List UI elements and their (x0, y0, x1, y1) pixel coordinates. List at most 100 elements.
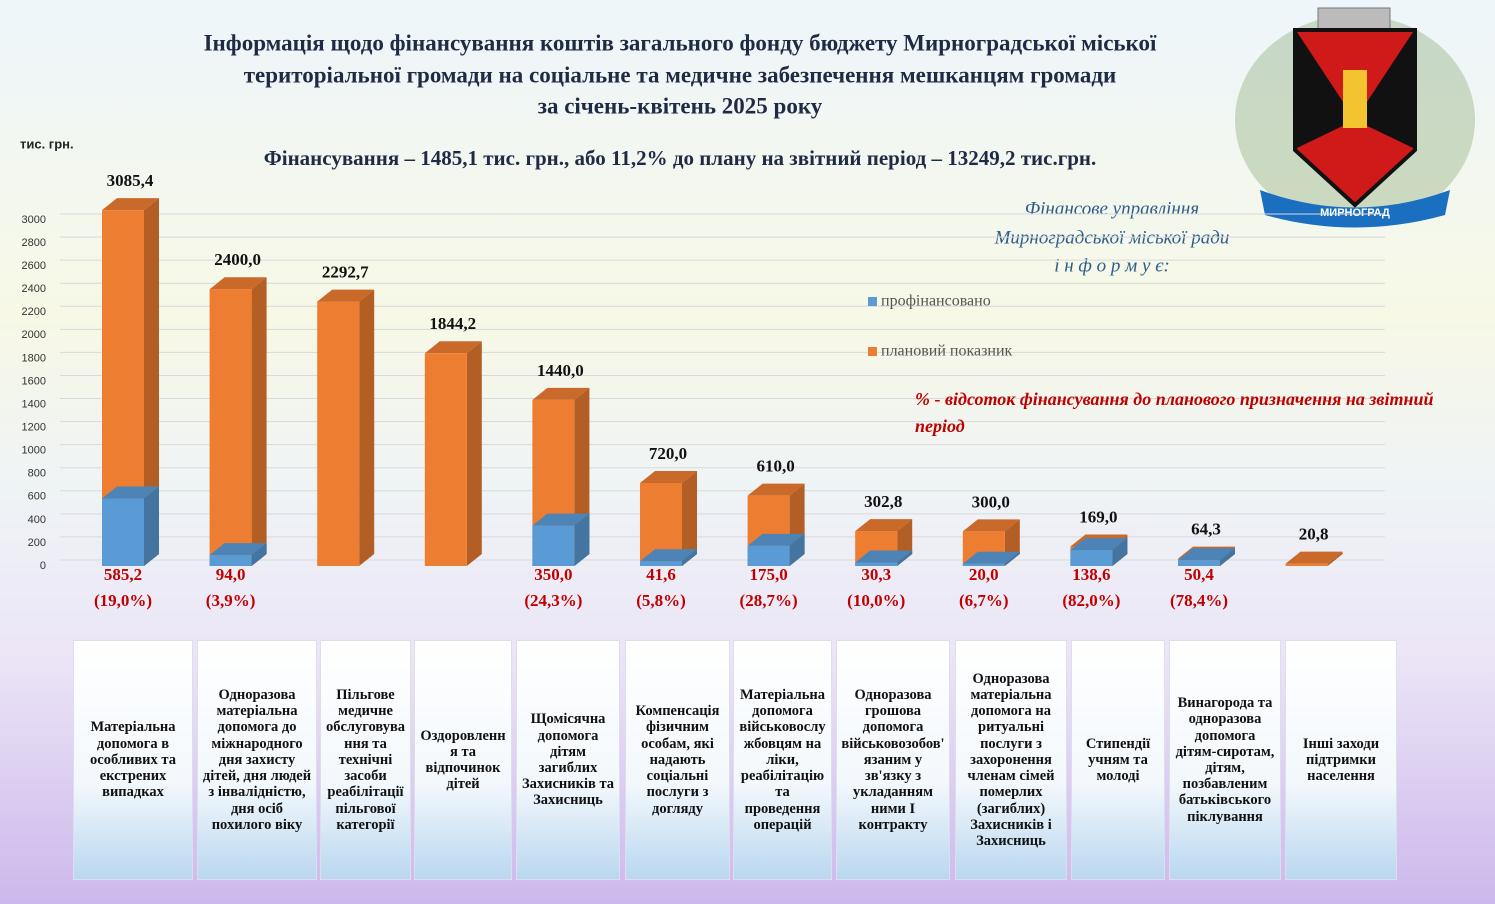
category-label: Оздоровлення та відпочинок дітей (414, 640, 512, 880)
bar (102, 498, 144, 566)
annotation: Мирноградської міської ради (994, 227, 1230, 248)
bar-side (144, 486, 159, 566)
financed-label: 50,4 (1184, 565, 1214, 584)
category-label: Матеріальна допомога в особливих та екст… (73, 640, 193, 880)
bar-top (747, 533, 805, 546)
bar-side (789, 533, 805, 566)
bar (1285, 563, 1328, 566)
value-label: 1440,0 (537, 361, 584, 380)
bar-top (1070, 538, 1128, 551)
percent-label: (19,0%) (94, 591, 152, 610)
value-label: 2400,0 (214, 250, 261, 269)
bar (962, 563, 1005, 566)
percent-label: (28,7%) (740, 591, 798, 610)
y-tick-label: 1000 (22, 445, 46, 457)
y-tick-label: 200 (28, 537, 46, 549)
bar-side (682, 549, 697, 566)
bar (317, 301, 360, 566)
value-label: 20,8 (1299, 525, 1329, 544)
bar-top (640, 549, 697, 562)
category-label: Компенсація фізичним особам, які надають… (625, 640, 730, 880)
bar-side (682, 470, 697, 566)
percent-label: (5,8%) (636, 591, 686, 610)
category-label: Інші заходи підтримки населення (1285, 640, 1397, 880)
financed-label: 138,6 (1072, 565, 1110, 584)
financed-label: 585,2 (104, 565, 142, 584)
legend-swatch (868, 347, 877, 356)
legend-swatch (868, 297, 877, 306)
bar-top (962, 519, 1020, 532)
bar-top (102, 198, 159, 211)
bar (209, 555, 252, 566)
bar-top (640, 470, 697, 483)
financed-label: 20,0 (969, 565, 999, 584)
legend-label: плановий показник (881, 343, 1013, 360)
y-tick-label: 2400 (22, 283, 46, 295)
value-label: 64,3 (1191, 519, 1221, 538)
y-tick-label: 1600 (22, 375, 46, 387)
bar (855, 562, 898, 566)
y-tick-label: 1800 (22, 352, 46, 364)
y-tick-label: 600 (28, 491, 46, 503)
value-label: 302,8 (864, 492, 902, 511)
y-axis-label: тис. грн. (20, 136, 74, 151)
category-label: Пільгове медичне обслуговування та техні… (320, 640, 411, 880)
y-tick-label: 2000 (22, 329, 46, 341)
financed-label: 350,0 (534, 565, 572, 584)
annotation: Фінансове управління (1025, 198, 1199, 219)
percent-label: (10,0%) (847, 591, 905, 610)
bar-top (424, 341, 482, 354)
y-tick-label: 1200 (22, 422, 46, 434)
bar-side (251, 277, 267, 566)
financed-label: 94,0 (216, 565, 246, 584)
bar (424, 353, 467, 566)
value-label: 3085,4 (107, 171, 154, 190)
bar-top (1285, 551, 1343, 564)
bar-side (897, 550, 913, 566)
bar-top (209, 277, 267, 290)
y-tick-label: 2600 (22, 260, 46, 272)
percent-label: (78,4%) (1170, 591, 1228, 610)
bar-top (532, 387, 590, 400)
category-label: Матеріальна допомога військовослужбовцям… (733, 640, 832, 880)
bar (747, 545, 790, 566)
value-label: 169,0 (1079, 507, 1117, 526)
bar (209, 289, 252, 566)
bar-top (747, 483, 805, 496)
subtitle: Фінансування – 1485,1 тис. грн., або 11,… (264, 146, 1097, 170)
chart-title: Інформація щодо фінансування коштів зага… (204, 30, 1157, 55)
percent-label: (6,7%) (959, 591, 1009, 610)
chart-title: територіальної громади на соціальне та м… (244, 62, 1117, 87)
value-label: 2292,7 (322, 262, 369, 281)
legend-label: профінансовано (881, 293, 991, 310)
bar-top (102, 486, 159, 499)
bar-side (466, 341, 482, 566)
bar-side (144, 198, 159, 567)
logo: МИРНОГРАД (1235, 7, 1475, 228)
bar-side (359, 289, 375, 566)
percent-label: (3,9%) (206, 591, 256, 610)
bar-top (962, 551, 1020, 564)
category-label: Одноразова грошова допомога військовозоб… (836, 640, 950, 880)
category-label: Щомісячна допомога дітям загиблих Захисн… (516, 640, 620, 880)
bar-side (1220, 548, 1235, 566)
value-label: 610,0 (756, 457, 794, 476)
y-tick-label: 1400 (22, 398, 46, 410)
bar-top (855, 519, 913, 532)
financed-label: 175,0 (749, 565, 787, 584)
bar (1178, 560, 1220, 566)
bar (640, 561, 682, 566)
logo-text: МИРНОГРАД (1320, 207, 1390, 219)
bar (1070, 550, 1113, 566)
percent-label: (24,3%) (524, 591, 582, 610)
value-label: 1844,2 (429, 314, 476, 333)
note: % - відсоток фінансування до планового п… (915, 389, 1434, 436)
bar-top (855, 550, 913, 563)
bar (532, 525, 575, 566)
bar-top (317, 289, 375, 302)
y-tick-label: 0 (40, 560, 46, 572)
category-label: Винагорода та одноразова допомога дітям-… (1169, 640, 1281, 880)
y-tick-label: 2800 (22, 237, 46, 249)
category-label: Стипендії учням та молоді (1071, 640, 1165, 880)
